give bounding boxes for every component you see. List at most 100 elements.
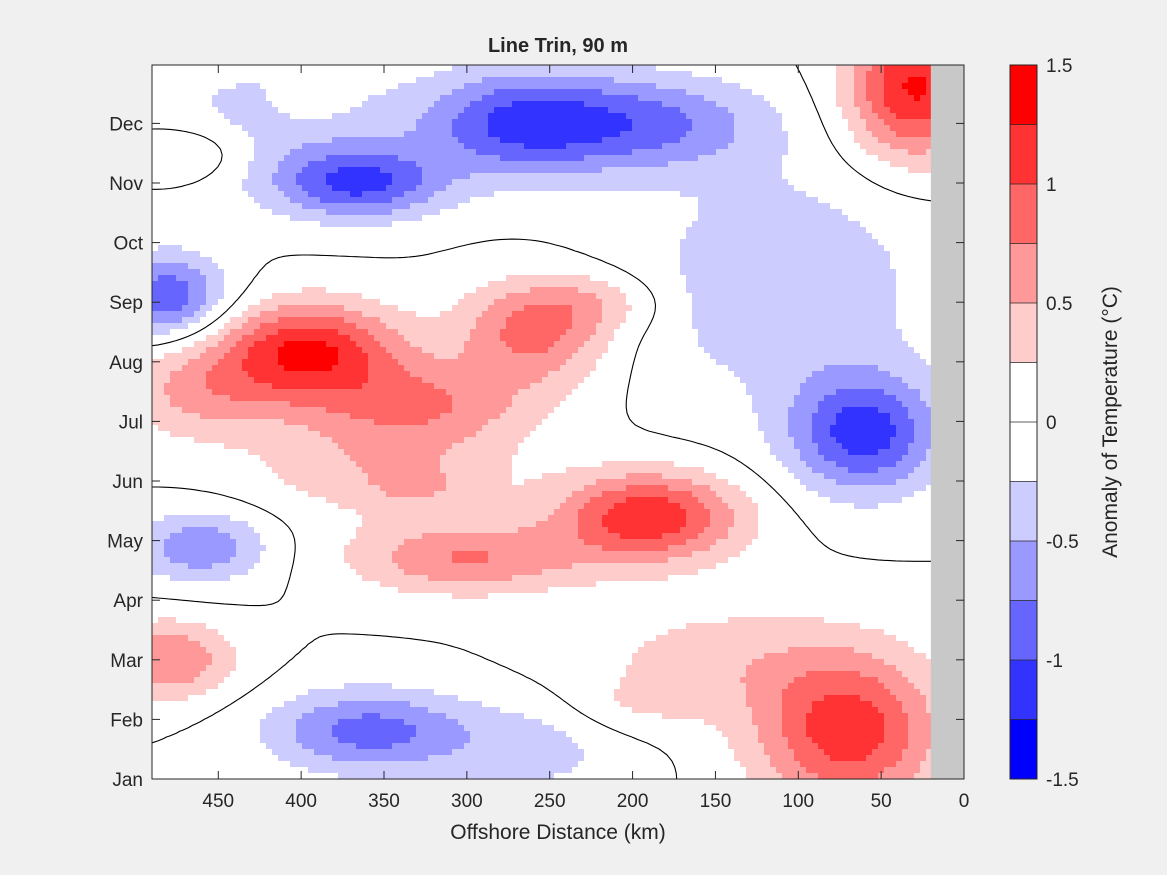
contour-cell [656, 167, 663, 174]
contour-cell [896, 167, 903, 174]
contour-cell [722, 113, 729, 120]
contour-cell [704, 65, 711, 72]
contour-cell [836, 125, 843, 132]
contour-cell [212, 125, 219, 132]
contour-cell [764, 215, 771, 222]
contour-cell [704, 173, 711, 180]
contour-cell [548, 275, 555, 282]
contour-cell [902, 71, 909, 78]
contour-cell [158, 149, 165, 156]
contour-cell [794, 155, 801, 162]
contour-cell [338, 263, 345, 270]
contour-cell [806, 101, 813, 108]
contour-cell [374, 287, 381, 294]
contour-cell [542, 161, 549, 168]
contour-cell [770, 179, 777, 186]
contour-cell [434, 173, 441, 180]
contour-cell [644, 263, 651, 270]
contour-cell [248, 203, 255, 210]
contour-cell [914, 95, 921, 102]
contour-cell [386, 179, 393, 186]
contour-cell [242, 275, 249, 282]
contour-cell [584, 95, 591, 102]
contour-cell [272, 203, 279, 210]
contour-cell [506, 209, 513, 216]
contour-cell [476, 107, 483, 114]
contour-cell [446, 221, 453, 228]
contour-cell [680, 203, 687, 210]
contour-cell [260, 263, 267, 270]
contour-cell [374, 275, 381, 282]
contour-cell [224, 119, 231, 126]
contour-cell [380, 293, 387, 300]
contour-cell [350, 143, 357, 150]
contour-cell [566, 287, 573, 294]
contour-cell [902, 65, 909, 72]
contour-cell [878, 179, 885, 186]
contour-cell [848, 281, 855, 288]
contour-cell [170, 221, 177, 228]
contour-cell [302, 245, 309, 252]
contour-cell [890, 239, 897, 246]
contour-cell [908, 191, 915, 198]
contour-cell [704, 149, 711, 156]
contour-cell [404, 77, 411, 84]
contour-cell [428, 197, 435, 204]
contour-cell [788, 89, 795, 96]
contour-cell [560, 83, 567, 90]
contour-cell [482, 257, 489, 264]
contour-cell [314, 221, 321, 228]
contour-cell [560, 191, 567, 198]
contour-cell [254, 185, 261, 192]
contour-cell [344, 89, 351, 96]
contour-cell [776, 281, 783, 288]
contour-cell [278, 101, 285, 108]
contour-cell [788, 83, 795, 90]
contour-cell [248, 173, 255, 180]
contour-cell [806, 263, 813, 270]
contour-cell [908, 233, 915, 240]
contour-cell [620, 131, 627, 138]
contour-cell [914, 179, 921, 186]
contour-cell [554, 149, 561, 156]
contour-cell [740, 281, 747, 288]
contour-cell [428, 275, 435, 282]
contour-cell [518, 275, 525, 282]
contour-cell [242, 203, 249, 210]
contour-cell [518, 95, 525, 102]
contour-cell [428, 95, 435, 102]
contour-cell [614, 239, 621, 246]
contour-cell [422, 173, 429, 180]
contour-cell [590, 107, 597, 114]
contour-cell [524, 233, 531, 240]
contour-cell [554, 137, 561, 144]
contour-cell [542, 167, 549, 174]
contour-cell [572, 245, 579, 252]
contour-cell [812, 107, 819, 114]
contour-cell [578, 263, 585, 270]
contour-cell [788, 131, 795, 138]
contour-cell [596, 251, 603, 258]
contour-cell [860, 233, 867, 240]
contour-cell [722, 131, 729, 138]
contour-cell [338, 89, 345, 96]
contour-cell [482, 251, 489, 258]
contour-cell [764, 239, 771, 246]
contour-cell [794, 131, 801, 138]
contour-cell [530, 155, 537, 162]
contour-cell [704, 221, 711, 228]
contour-cell [698, 233, 705, 240]
contour-cell [212, 251, 219, 258]
contour-cell [224, 155, 231, 162]
contour-cell [326, 221, 333, 228]
contour-cell [344, 173, 351, 180]
contour-cell [674, 209, 681, 216]
contour-cell [920, 149, 927, 156]
contour-cell [386, 233, 393, 240]
contour-cell [506, 257, 513, 264]
contour-cell [650, 245, 657, 252]
contour-cell [272, 119, 279, 126]
contour-cell [530, 107, 537, 114]
contour-cell [440, 203, 447, 210]
contour-cell [674, 251, 681, 258]
